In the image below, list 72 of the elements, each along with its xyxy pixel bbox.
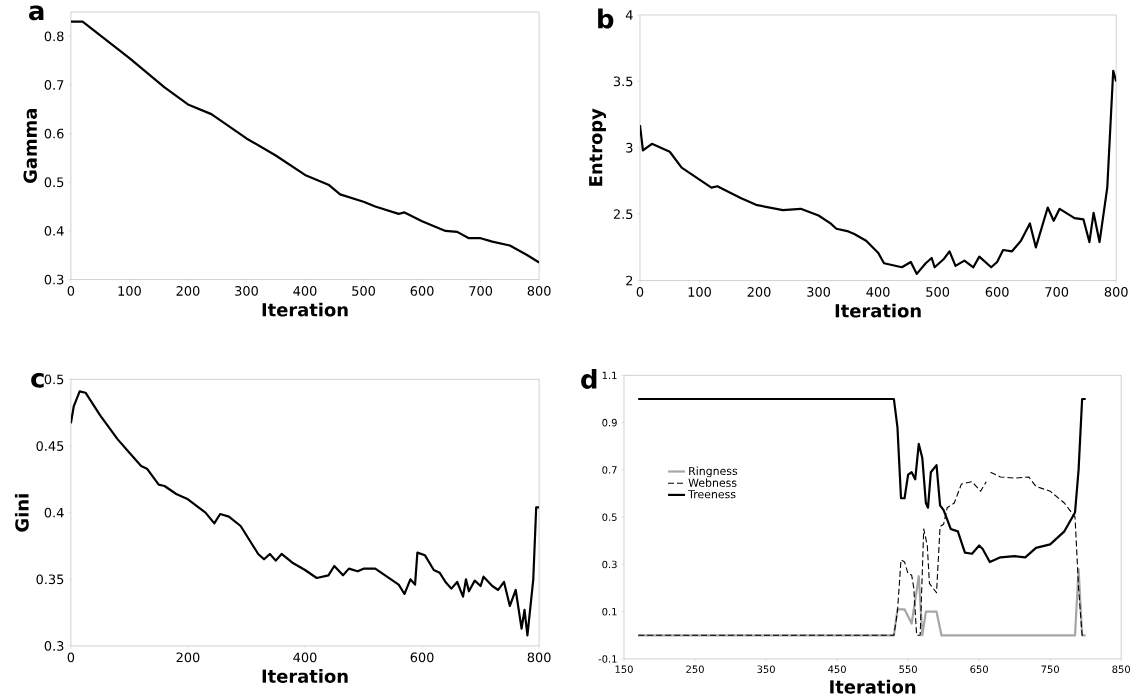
- x-tick-label: 250: [686, 665, 704, 674]
- x-axis-title: Iteration: [262, 302, 348, 317]
- legend-label: Treeness: [688, 490, 736, 499]
- y-tick-label: 0.8: [44, 31, 64, 42]
- x-tick-label: 350: [757, 665, 775, 674]
- y-tick-label: 2.5: [613, 209, 633, 220]
- legend-label: Ringness: [689, 466, 738, 478]
- x-tick-label: 100: [688, 287, 711, 297]
- x-tick-label: 550: [899, 665, 917, 674]
- x-tick-label: 700: [469, 286, 493, 296]
- x-tick-label: 800: [527, 652, 551, 663]
- y-tick-label: 3: [626, 142, 633, 153]
- x-tick-label: 600: [985, 287, 1009, 297]
- y-tick-label: 0.3: [602, 560, 617, 569]
- chart-title: a: [29, 5, 44, 21]
- x-axis-title: Iteration: [262, 669, 348, 683]
- x-tick-label: 600: [410, 652, 434, 663]
- x-tick-label: 600: [410, 286, 434, 296]
- x-tick-label: 500: [926, 287, 950, 297]
- y-tick-label: 0.7: [602, 466, 617, 474]
- y-tick-label: 0.35: [36, 574, 64, 585]
- line-series: [639, 69, 1117, 276]
- y-tick-label: 2: [626, 275, 633, 286]
- y-tick-label: 0.3: [44, 641, 64, 651]
- x-tick-label: 400: [293, 652, 317, 663]
- y-tick-label: 1.1: [602, 371, 617, 380]
- x-tick-label: 700: [1045, 287, 1069, 297]
- x-tick-label: 150: [615, 665, 633, 674]
- y-tick-label: 0.9: [602, 418, 617, 427]
- y-tick-label: 0.3: [44, 274, 64, 285]
- line-series: [637, 568, 1087, 637]
- y-tick-label: 0.5: [44, 374, 64, 385]
- y-tick-label: 0.5: [44, 177, 64, 188]
- line-series: [70, 20, 540, 264]
- y-tick-label: 0.6: [44, 128, 64, 139]
- x-tick-label: 750: [1041, 665, 1059, 674]
- chart-title: d: [581, 368, 597, 390]
- y-tick-label: -0.1: [598, 655, 617, 663]
- x-tick-label: 400: [866, 287, 890, 297]
- y-tick-label: 4: [625, 10, 633, 20]
- x-tick-label: 850: [1112, 665, 1131, 674]
- x-tick-label: 300: [807, 287, 831, 297]
- x-tick-label: 500: [352, 286, 376, 296]
- x-tick-label: 400: [293, 286, 317, 296]
- x-tick-label: 100: [118, 286, 141, 296]
- x-tick-label: 200: [176, 652, 200, 663]
- x-tick-label: 800: [1104, 287, 1128, 297]
- y-tick-label: 0.1: [602, 607, 617, 616]
- x-tick-label: 0: [636, 287, 644, 297]
- x-tick-label: 0: [67, 652, 75, 663]
- y-tick-label: 0.45: [36, 441, 64, 451]
- x-tick-label: 200: [176, 286, 200, 296]
- y-axis-title: Entropy: [589, 108, 607, 186]
- legend-label: Webness: [688, 478, 737, 487]
- y-tick-label: 0.7: [44, 80, 64, 90]
- line-series: [70, 390, 540, 637]
- x-tick-label: 800: [527, 286, 551, 296]
- y-tick-label: 3.5: [613, 76, 633, 87]
- chart-title: b: [598, 8, 614, 29]
- y-tick-label: 0.4: [44, 507, 64, 518]
- chart-title: c: [31, 372, 44, 388]
- y-axis-title: Gamma: [23, 109, 37, 184]
- x-tick-label: 650: [970, 665, 988, 674]
- y-tick-label: 0.5: [602, 513, 617, 521]
- x-tick-label: 0: [67, 286, 75, 296]
- x-tick-label: 300: [235, 286, 258, 296]
- x-tick-label: 200: [747, 287, 771, 297]
- x-tick-label: 450: [828, 665, 846, 674]
- y-axis-title: Gini: [14, 494, 29, 532]
- x-axis-title: Iteration: [835, 303, 921, 318]
- y-tick-label: 0.4: [44, 226, 64, 236]
- x-axis-title: Iteration: [830, 679, 916, 694]
